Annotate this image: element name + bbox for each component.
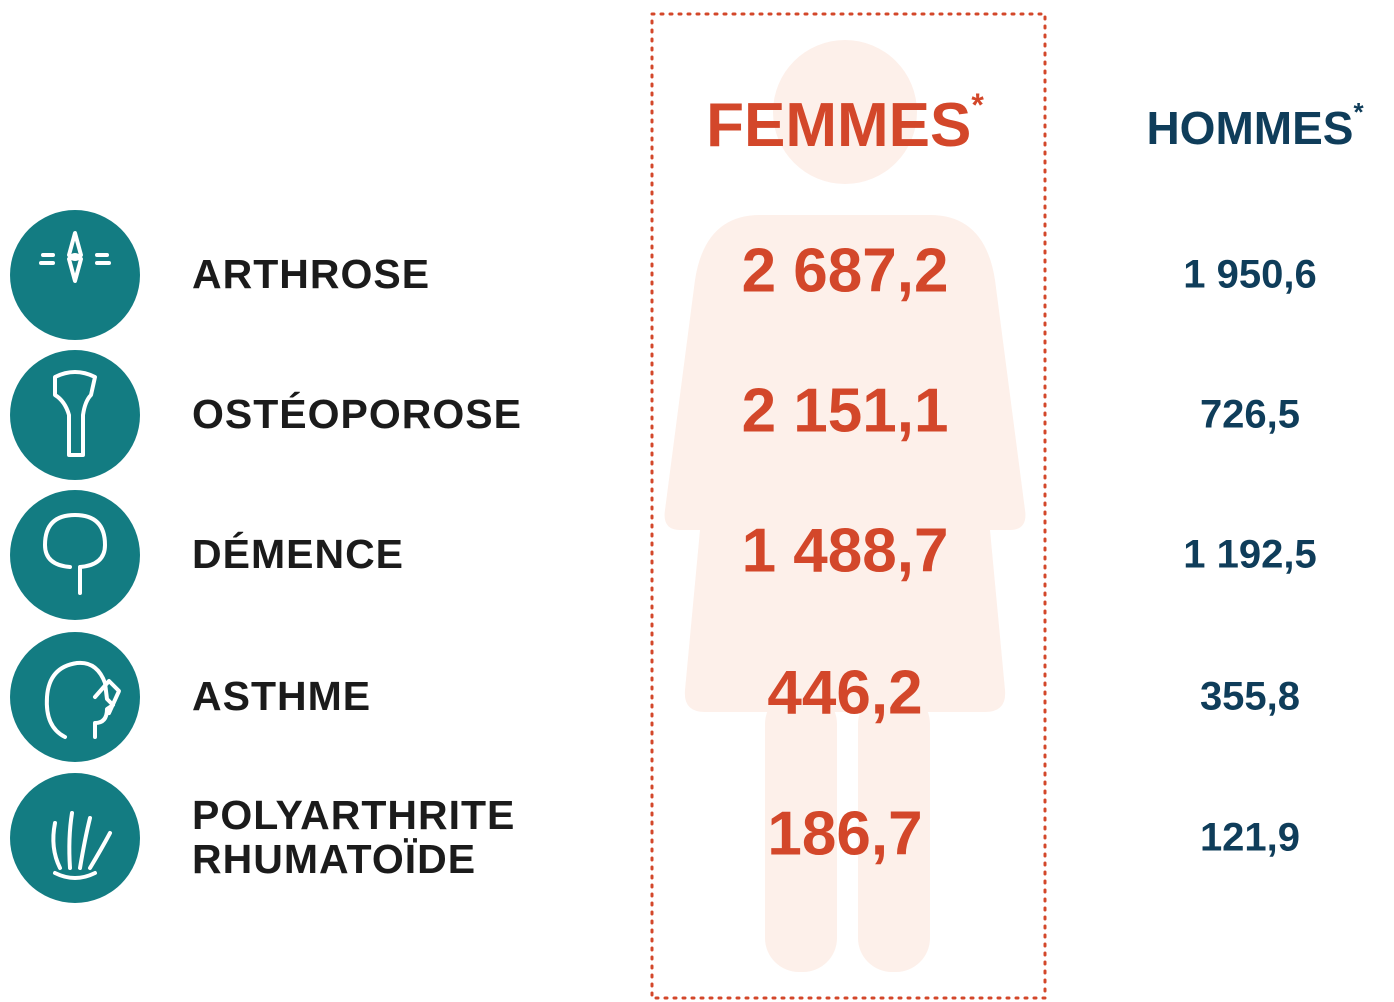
row-icon: [10, 210, 140, 340]
women-value: 446,2: [767, 658, 922, 727]
row-label: DÉMENCE: [192, 531, 404, 577]
women-value: 2 151,1: [742, 376, 949, 445]
men-value: 1 192,5: [1183, 533, 1316, 577]
icon-circle: [10, 490, 140, 620]
women-value: 2 687,2: [742, 236, 949, 305]
infographic: FEMMES* HOMMES* ARTHROSE2 687,21 950,6OS…: [0, 0, 1394, 1002]
women-header-label: FEMMES: [706, 91, 971, 160]
men-value: 121,9: [1200, 816, 1300, 860]
women-value: 1 488,7: [742, 516, 949, 585]
icon-circle: [10, 632, 140, 762]
row-label: ASTHME: [192, 673, 371, 719]
row-label: OSTÉOPOROSE: [192, 391, 522, 437]
men-header-label: HOMMES: [1146, 102, 1353, 154]
row-label: POLYARTHRITE: [192, 792, 515, 838]
row-icon: [10, 773, 140, 903]
men-header-mark: *: [1353, 97, 1364, 127]
row-icon: [10, 632, 140, 762]
icon-circle: [10, 350, 140, 480]
row-icon: [10, 350, 140, 480]
row-label: ARTHROSE: [192, 251, 430, 297]
women-header-mark: *: [971, 87, 984, 123]
women-header: FEMMES*: [706, 87, 984, 160]
women-value: 186,7: [767, 799, 922, 868]
men-value: 355,8: [1200, 675, 1300, 719]
icon-circle: [10, 773, 140, 903]
row-label: RHUMATOÏDE: [192, 836, 476, 882]
men-value: 726,5: [1200, 393, 1300, 437]
row-icon: [10, 490, 140, 620]
men-header: HOMMES*: [1146, 97, 1364, 154]
men-value: 1 950,6: [1183, 253, 1316, 297]
